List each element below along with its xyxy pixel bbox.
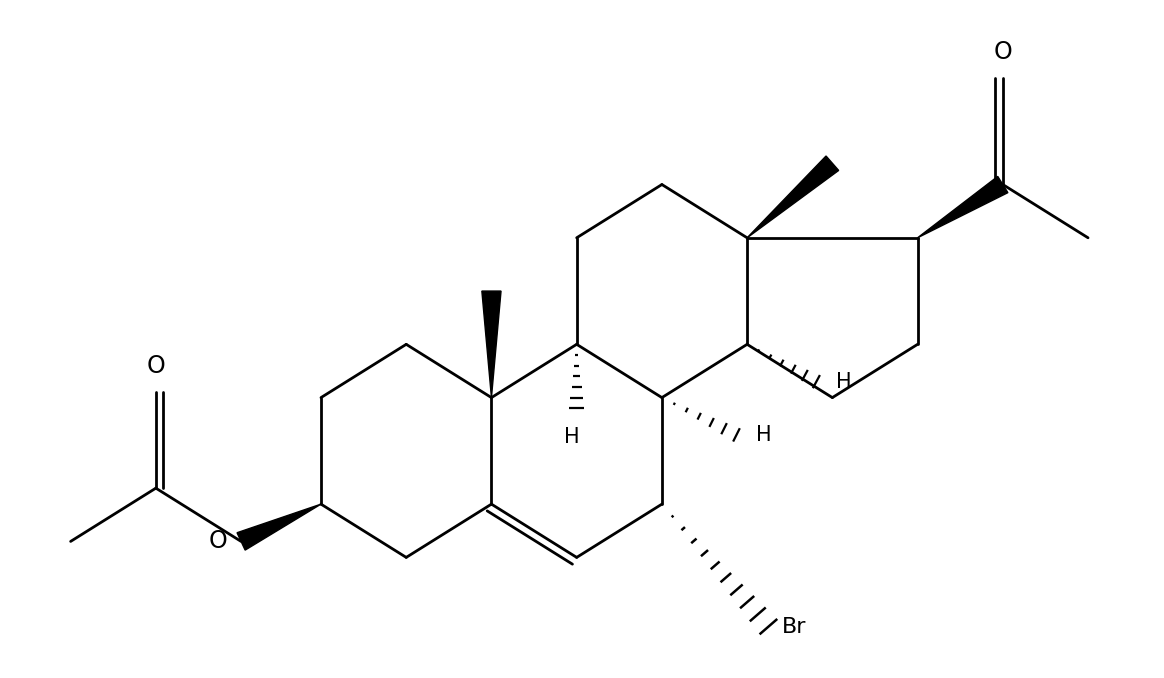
Polygon shape <box>237 504 321 550</box>
Text: H: H <box>836 372 851 392</box>
Polygon shape <box>917 176 1008 238</box>
Polygon shape <box>747 156 839 238</box>
Text: H: H <box>563 427 580 447</box>
Text: O: O <box>993 40 1013 64</box>
Text: H: H <box>755 425 772 445</box>
Text: O: O <box>147 355 165 378</box>
Text: Br: Br <box>782 617 807 637</box>
Text: O: O <box>208 530 227 553</box>
Polygon shape <box>482 291 501 397</box>
